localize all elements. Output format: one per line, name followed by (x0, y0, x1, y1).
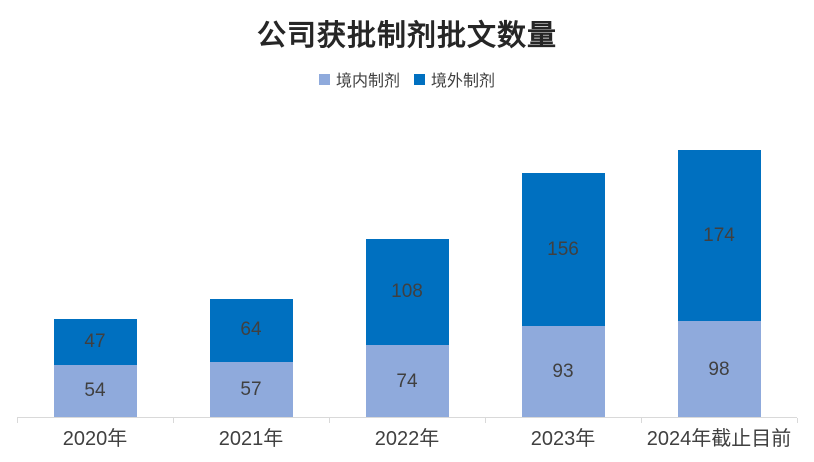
bar-value-label: 174 (703, 224, 735, 246)
legend-swatch-domestic (318, 73, 330, 85)
bar-value-label: 74 (396, 370, 418, 392)
chart-title: 公司获批制剂批文数量 (256, 20, 557, 52)
bar-group: 47 54 (17, 150, 173, 418)
bar-value-label: 47 (84, 330, 106, 352)
axis-tick (485, 418, 486, 423)
bar-value-label: 156 (547, 238, 579, 260)
bar-value-label: 93 (552, 361, 574, 383)
bar-group: 156 93 (485, 150, 641, 418)
plot-area: 47 54 64 57 108 74 156 93 174 98 (17, 150, 797, 418)
legend: 境内制剂 境外制剂 (0, 67, 814, 91)
bar-segment-domestic: 74 (365, 345, 449, 418)
x-axis-labels: 2020年 2021年 2022年 2023年 2024年截止目前 (17, 422, 797, 451)
legend-label-domestic: 境内制剂 (335, 73, 400, 90)
legend-swatch-overseas (414, 73, 425, 85)
x-axis-label: 2021年 (218, 428, 284, 450)
bar-segment-overseas: 64 (209, 298, 293, 362)
axis-tick (173, 418, 174, 423)
bar-group: 64 57 (173, 150, 329, 418)
bar-segment-overseas: 108 (365, 238, 449, 346)
legend-label-overseas: 境外制剂 (431, 73, 496, 90)
x-axis-label: 2023年 (530, 428, 596, 450)
bar-group: 174 98 (641, 150, 797, 418)
bar-segment-overseas: 47 (53, 318, 137, 365)
bar-value-label: 54 (84, 380, 106, 402)
bar-value-label: 108 (391, 280, 423, 302)
bar-value-label: 64 (240, 319, 262, 341)
bar-value-label: 57 (240, 378, 262, 400)
bar-value-label: 98 (708, 358, 730, 380)
bar-segment-domestic: 98 (677, 321, 761, 418)
legend-item-domestic: 境内制剂 (318, 67, 400, 91)
x-axis-label: 2022年 (374, 428, 440, 450)
x-axis-label: 2024年截止目前 (646, 428, 792, 450)
bar-segment-domestic: 54 (53, 364, 137, 418)
bar-group: 108 74 (329, 150, 485, 418)
axis-tick (17, 418, 18, 423)
x-axis-label: 2020年 (62, 428, 128, 450)
bar-segment-overseas: 156 (521, 172, 605, 327)
bar-segment-domestic: 93 (521, 326, 605, 418)
x-axis-line (17, 417, 798, 423)
bar-segment-domestic: 57 (209, 361, 293, 418)
axis-tick (641, 418, 642, 423)
legend-item-overseas: 境外制剂 (414, 67, 495, 91)
axis-tick (797, 418, 798, 423)
axis-tick (329, 418, 330, 423)
bar-segment-overseas: 174 (677, 150, 761, 322)
